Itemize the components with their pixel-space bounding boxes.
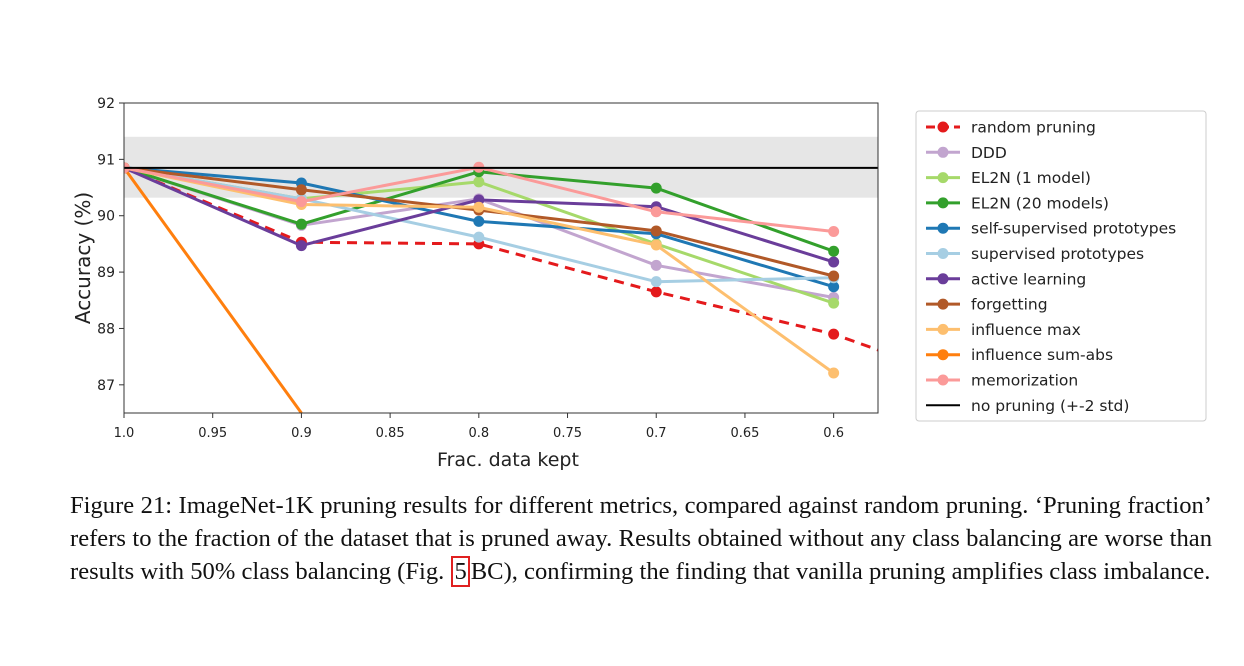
y-tick-label: 92 bbox=[97, 96, 115, 112]
data-point-forgetting bbox=[828, 270, 840, 282]
legend-marker-influence-sum-abs bbox=[937, 349, 949, 361]
legend-marker-forgetting bbox=[937, 298, 949, 310]
legend-marker-el2n-20-models bbox=[937, 197, 949, 209]
data-point-memorization bbox=[828, 226, 840, 238]
y-tick-label: 91 bbox=[97, 152, 115, 168]
data-point-influence-max bbox=[828, 367, 840, 379]
legend-label-supervised-prototypes: supervised prototypes bbox=[971, 245, 1144, 263]
data-point-self-supervised-prototypes bbox=[473, 215, 485, 227]
legend-label-active-learning: active learning bbox=[971, 270, 1086, 288]
legend-label-el2n-1-model: EL2N (1 model) bbox=[971, 169, 1091, 187]
caption-text-end: BC), confirming the finding that vanilla… bbox=[470, 558, 1211, 585]
data-point-supervised-prototypes bbox=[650, 276, 662, 288]
x-axis-label: Frac. data kept bbox=[437, 449, 579, 471]
x-tick-label: 1.0 bbox=[114, 426, 135, 441]
legend-label-memorization: memorization bbox=[971, 372, 1078, 390]
data-point-forgetting bbox=[295, 184, 307, 196]
x-tick-label: 0.85 bbox=[376, 426, 405, 441]
plot-frame bbox=[123, 102, 879, 414]
y-tick-label: 90 bbox=[97, 209, 115, 225]
data-point-self-supervised-prototypes bbox=[828, 281, 840, 293]
chart: 1.0 0.95 0.9 0.85 0.8 0.75 0.7 0.65 0.6 87 88 89 90 9… bbox=[71, 96, 1207, 471]
x-tick-label: 0.75 bbox=[553, 426, 582, 441]
axes-layer: 1.0 0.95 0.9 0.85 0.8 0.75 0.7 0.65 0.6 87 88 89 90 9… bbox=[97, 96, 844, 441]
data-point-el2n-20-models bbox=[650, 182, 662, 194]
x-tick-label: 0.7 bbox=[646, 426, 667, 441]
legend-label-ddd: DDD bbox=[971, 144, 1007, 162]
legend-label-influence-max: influence max bbox=[971, 321, 1081, 339]
legend-marker-random-pruning bbox=[937, 121, 949, 133]
data-point-memorization bbox=[295, 196, 307, 208]
series-line-influence-sum-abs bbox=[124, 166, 303, 413]
data-point-active-learning bbox=[828, 256, 840, 268]
data-point-active-learning bbox=[295, 240, 307, 252]
x-tick-label: 0.95 bbox=[198, 426, 227, 441]
caption-text-start: Figure 21: ImageNet-1K pruning results f… bbox=[70, 492, 1212, 585]
legend-label-random-pruning: random pruning bbox=[971, 119, 1096, 137]
data-point-random-pruning bbox=[650, 286, 662, 298]
data-point-random-pruning bbox=[828, 328, 840, 340]
legend-marker-el2n-1-model bbox=[937, 172, 949, 184]
data-point-supervised-prototypes bbox=[473, 231, 485, 243]
legend-label-no-pruning-2-std: no pruning (+-2 std) bbox=[971, 397, 1129, 415]
data-point-el2n-1-model bbox=[828, 297, 840, 309]
x-tick-label: 0.6 bbox=[823, 426, 844, 441]
data-point-el2n-20-models bbox=[828, 245, 840, 257]
series-layer bbox=[124, 161, 878, 413]
legend-label-el2n-20-models: EL2N (20 models) bbox=[971, 194, 1109, 212]
legend-marker-active-learning bbox=[937, 273, 949, 285]
data-point-influence-max bbox=[650, 239, 662, 251]
figure-reference-link[interactable]: 5 bbox=[451, 556, 470, 587]
figure-caption: Figure 21: ImageNet-1K pruning results f… bbox=[70, 489, 1212, 588]
data-point-forgetting bbox=[650, 225, 662, 237]
series-line-random-pruning bbox=[124, 166, 878, 352]
x-tick-label: 0.65 bbox=[730, 426, 759, 441]
y-tick-label: 88 bbox=[97, 321, 115, 337]
data-point-memorization bbox=[650, 206, 662, 218]
legend: random pruning DDD EL2N (1 model) EL2N (20 … bbox=[915, 110, 1207, 422]
legend-label-self-supervised-prototypes: self-supervised prototypes bbox=[971, 220, 1176, 238]
y-tick-label: 87 bbox=[97, 378, 115, 394]
data-point-influence-max bbox=[473, 201, 485, 213]
data-point-el2n-1-model bbox=[473, 176, 485, 188]
legend-frame bbox=[915, 110, 1207, 422]
data-point-el2n-20-models bbox=[295, 218, 307, 230]
legend-marker-self-supervised-prototypes bbox=[937, 222, 949, 234]
x-tick-label: 0.9 bbox=[291, 426, 312, 441]
x-tick-label: 0.8 bbox=[468, 426, 489, 441]
legend-marker-influence-max bbox=[937, 323, 949, 335]
legend-marker-supervised-prototypes bbox=[937, 248, 949, 259]
legend-label-influence-sum-abs: influence sum-abs bbox=[971, 346, 1113, 364]
legend-marker-memorization bbox=[937, 374, 949, 386]
y-tick-label: 89 bbox=[97, 265, 115, 281]
y-axis-label: Accuracy (%) bbox=[71, 192, 95, 324]
legend-label-forgetting: forgetting bbox=[971, 296, 1048, 314]
legend-marker-ddd bbox=[937, 146, 949, 158]
data-point-ddd bbox=[650, 259, 662, 271]
